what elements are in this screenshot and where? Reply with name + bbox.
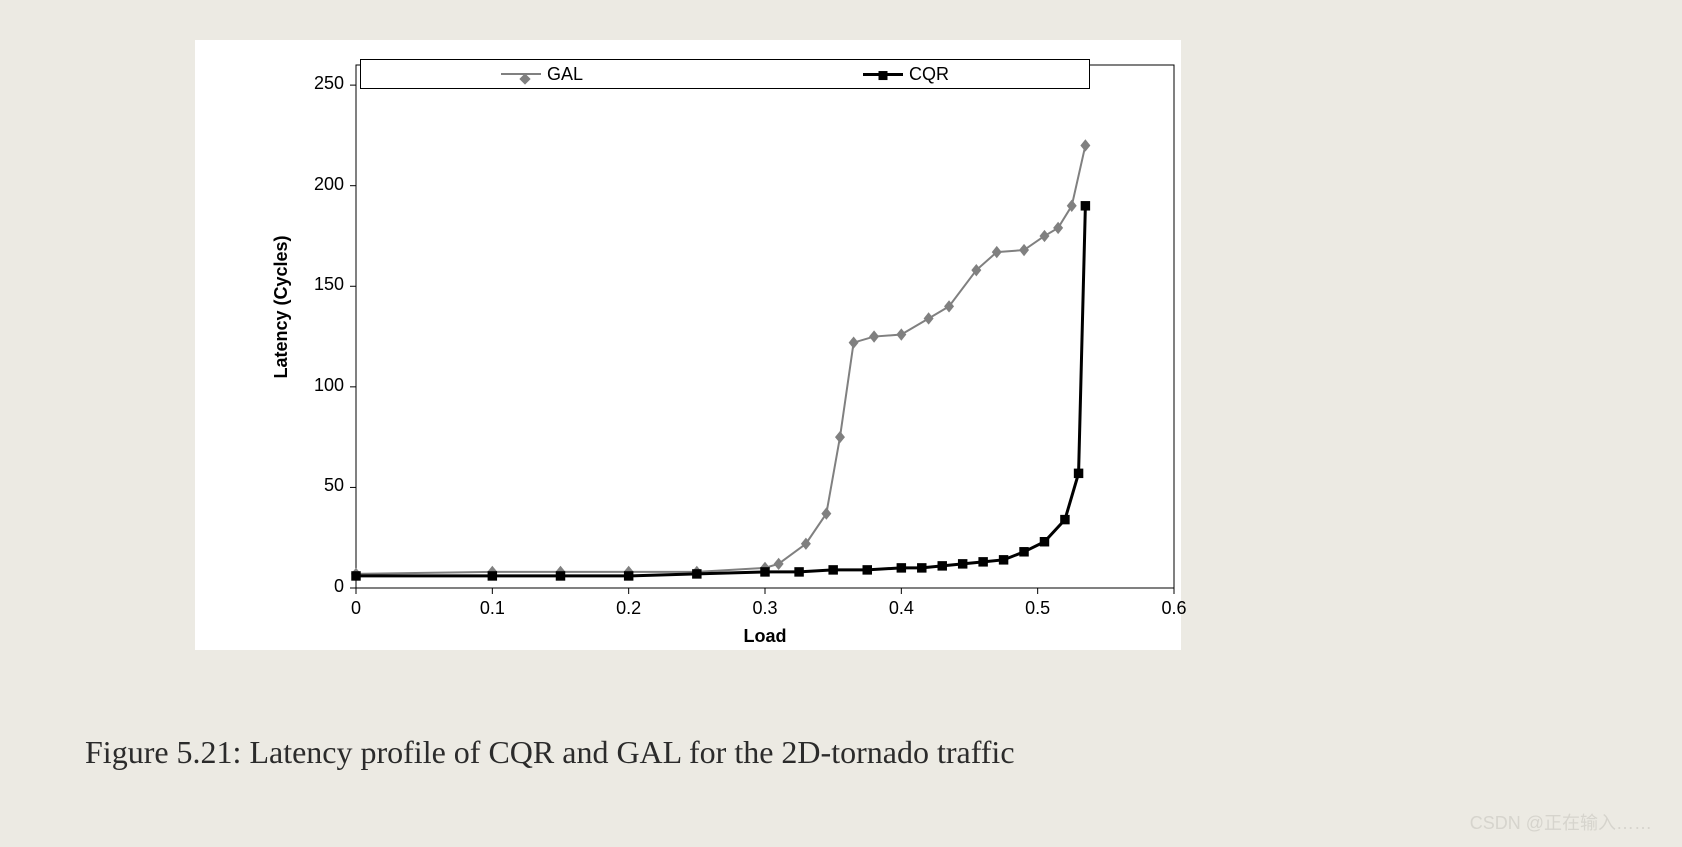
series-marker-cqr bbox=[556, 571, 565, 580]
series-marker-cqr bbox=[999, 555, 1008, 564]
figure-caption: Figure 5.21: Latency profile of CQR and … bbox=[85, 734, 1015, 771]
series-marker-cqr bbox=[624, 571, 633, 580]
series-marker-cqr bbox=[1060, 515, 1069, 524]
x-axis-label: Load bbox=[356, 626, 1174, 647]
square-icon bbox=[879, 71, 888, 80]
series-marker-cqr bbox=[1081, 201, 1090, 210]
series-marker-cqr bbox=[917, 563, 926, 572]
series-marker-cqr bbox=[897, 563, 906, 572]
x-tick-label: 0.5 bbox=[1008, 598, 1068, 619]
series-marker-cqr bbox=[351, 571, 360, 580]
legend-item-cqr: CQR bbox=[863, 64, 949, 85]
x-tick-label: 0.3 bbox=[735, 598, 795, 619]
legend-line-icon bbox=[501, 73, 541, 75]
series-marker-cqr bbox=[1040, 537, 1049, 546]
legend-label: GAL bbox=[547, 64, 583, 85]
series-marker-cqr bbox=[1074, 469, 1083, 478]
page-root: 0 0.1 0.2 0.3 0.4 0.5 0.6 0 50 100 150 200 250 Load La… bbox=[0, 0, 1682, 847]
series-marker-cqr bbox=[1019, 547, 1028, 556]
x-tick-label: 0 bbox=[326, 598, 386, 619]
y-tick-label: 150 bbox=[286, 274, 344, 295]
y-tick-label: 50 bbox=[286, 475, 344, 496]
series-marker-cqr bbox=[978, 557, 987, 566]
legend: GAL CQR bbox=[360, 59, 1090, 89]
series-marker-cqr bbox=[692, 569, 701, 578]
x-tick-label: 0.6 bbox=[1144, 598, 1204, 619]
legend-line-icon bbox=[863, 73, 903, 76]
watermark-text: CSDN @正在输入…… bbox=[1470, 809, 1652, 835]
y-tick-label: 0 bbox=[286, 576, 344, 597]
series-marker-cqr bbox=[794, 567, 803, 576]
y-tick-label: 250 bbox=[286, 73, 344, 94]
x-tick-label: 0.4 bbox=[871, 598, 931, 619]
legend-label: CQR bbox=[909, 64, 949, 85]
series-marker-cqr bbox=[958, 559, 967, 568]
plot-frame bbox=[356, 65, 1174, 588]
y-tick-label: 100 bbox=[286, 375, 344, 396]
x-tick-label: 0.2 bbox=[599, 598, 659, 619]
series-marker-cqr bbox=[828, 565, 837, 574]
legend-item-gal: GAL bbox=[501, 64, 583, 85]
diamond-icon bbox=[519, 73, 530, 84]
x-tick-label: 0.1 bbox=[462, 598, 522, 619]
series-marker-cqr bbox=[863, 565, 872, 574]
chart-svg bbox=[0, 0, 1682, 847]
series-marker-cqr bbox=[937, 561, 946, 570]
series-marker-cqr bbox=[488, 571, 497, 580]
y-axis-label: Latency (Cycles) bbox=[271, 207, 292, 407]
series-marker-cqr bbox=[760, 567, 769, 576]
y-tick-label: 200 bbox=[286, 174, 344, 195]
